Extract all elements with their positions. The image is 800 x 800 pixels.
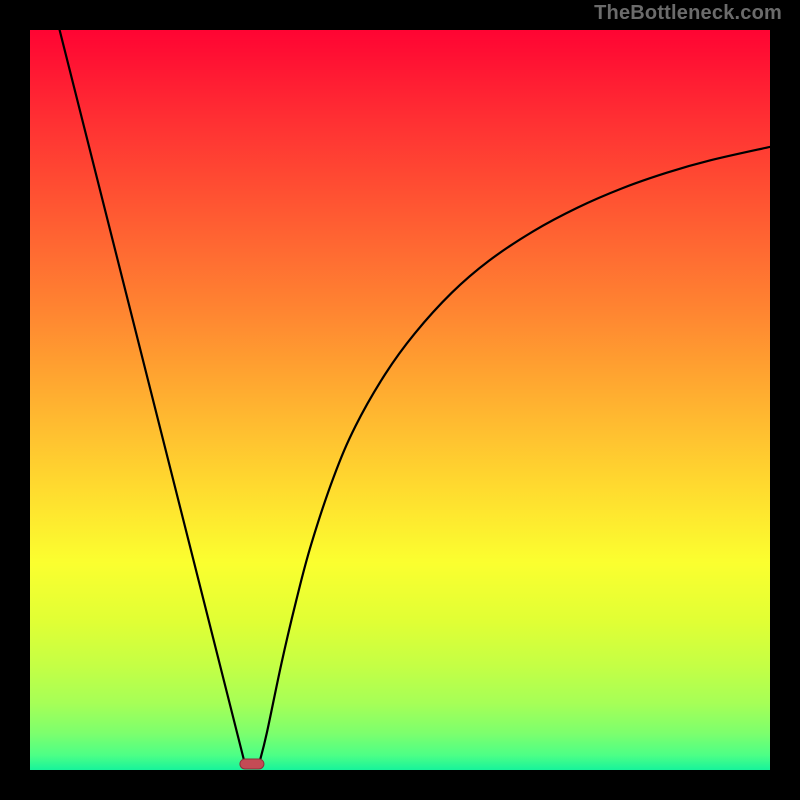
curve-right-branch	[259, 147, 770, 763]
curve-left-branch	[60, 30, 245, 763]
minimum-marker	[239, 759, 264, 770]
chart-frame: TheBottleneck.com	[0, 0, 800, 800]
plot-area	[30, 30, 770, 770]
curve-svg	[30, 30, 770, 770]
watermark-text: TheBottleneck.com	[594, 2, 782, 25]
